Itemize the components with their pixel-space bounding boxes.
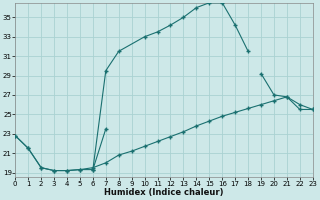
X-axis label: Humidex (Indice chaleur): Humidex (Indice chaleur) bbox=[104, 188, 224, 197]
